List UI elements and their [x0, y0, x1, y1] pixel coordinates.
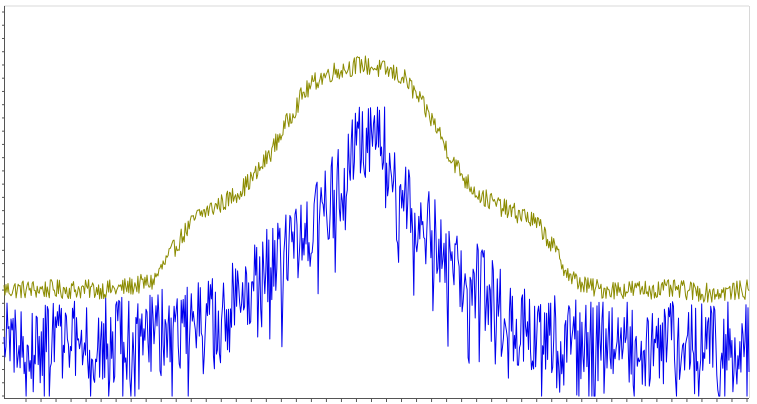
- series-line-olive: [3, 55, 750, 303]
- series-line-blue: [3, 106, 750, 397]
